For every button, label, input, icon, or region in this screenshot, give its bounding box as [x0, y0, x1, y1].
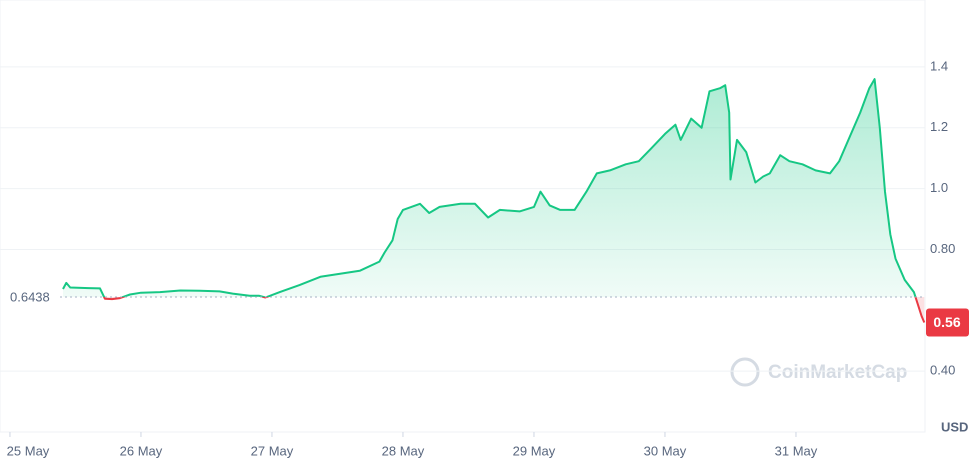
x-tick-label: 27 May — [251, 443, 294, 458]
y-tick-label: 0.40 — [930, 363, 955, 378]
watermark-text: CoinMarketCap — [768, 362, 907, 383]
area-above — [63, 79, 916, 297]
x-tick-label: 26 May — [120, 443, 163, 458]
price-line — [62, 78, 917, 297]
x-tick-label: 28 May — [382, 443, 425, 458]
baseline-label-bg — [2, 286, 60, 307]
x-tick-label: 25 May — [7, 443, 50, 458]
unit-label: USD — [941, 419, 968, 434]
x-tick-label: 29 May — [513, 443, 556, 458]
x-tick-label: 30 May — [644, 443, 687, 458]
y-tick-label: 1.2 — [930, 119, 948, 134]
y-tick-label: 1.0 — [930, 180, 948, 195]
last-price-badge — [926, 308, 969, 337]
last-price-label: 0.56 — [933, 314, 960, 330]
baseline-label: 0.6438 — [10, 289, 50, 304]
x-tick-label: 31 May — [775, 443, 818, 458]
plot-frame — [0, 0, 926, 433]
watermark: CoinMarketCap — [730, 357, 907, 387]
y-tick-label: 1.4 — [930, 58, 948, 73]
y-tick-label: 0.80 — [930, 241, 955, 256]
